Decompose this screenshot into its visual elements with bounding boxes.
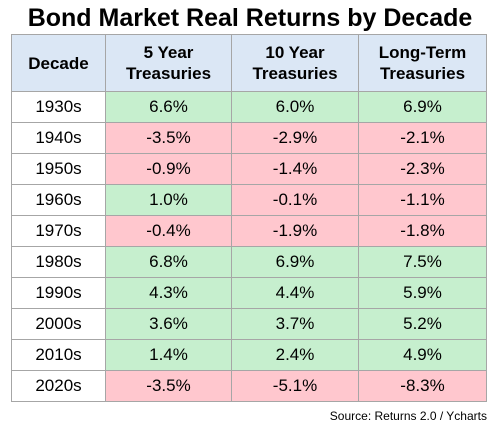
returns-table: Decade 5 Year Treasuries 10 Year Treasur… (11, 34, 487, 402)
table-row: 1950s -0.9% -1.4% -2.3% (11, 153, 487, 185)
header-5-year-line2: Treasuries (125, 64, 212, 83)
header-decade-label: Decade (28, 53, 89, 73)
five-year-cell: 1.0% (105, 184, 232, 216)
long-term-cell: 6.9% (358, 91, 487, 123)
long-term-cell: 4.9% (358, 339, 487, 371)
long-term-cell: -2.1% (358, 122, 487, 154)
five-year-cell: 1.4% (105, 339, 232, 371)
table-row: 1990s 4.3% 4.4% 5.9% (11, 277, 487, 309)
table-row: 1940s -3.5% -2.9% -2.1% (11, 122, 487, 154)
table-row: 2000s 3.6% 3.7% 5.2% (11, 308, 487, 340)
table-row: 2010s 1.4% 2.4% 4.9% (11, 339, 487, 371)
ten-year-cell: 3.7% (231, 308, 359, 340)
five-year-cell: -0.4% (105, 215, 232, 247)
decade-cell: 2020s (11, 370, 106, 402)
ten-year-cell: -0.1% (231, 184, 359, 216)
long-term-cell: -1.8% (358, 215, 487, 247)
header-long-term-line2: Treasuries (379, 64, 466, 83)
ten-year-cell: -2.9% (231, 122, 359, 154)
header-10-year-line1: 10 Year (265, 43, 325, 62)
long-term-cell: 7.5% (358, 246, 487, 278)
header-5-year: 5 Year Treasuries (105, 34, 232, 92)
header-row: Decade 5 Year Treasuries 10 Year Treasur… (11, 34, 487, 92)
header-long-term: Long-Term Treasuries (358, 34, 487, 92)
decade-cell: 1940s (11, 122, 106, 154)
source-note: Source: Returns 2.0 / Ycharts (329, 409, 487, 423)
decade-cell: 2000s (11, 308, 106, 340)
long-term-cell: 5.2% (358, 308, 487, 340)
decade-cell: 1970s (11, 215, 106, 247)
decade-cell: 1930s (11, 91, 106, 123)
five-year-cell: -3.5% (105, 122, 232, 154)
ten-year-cell: 6.0% (231, 91, 359, 123)
long-term-cell: 5.9% (358, 277, 487, 309)
ten-year-cell: -1.9% (231, 215, 359, 247)
header-10-year-line2: Treasuries (252, 64, 338, 83)
table-row: 1960s 1.0% -0.1% -1.1% (11, 184, 487, 216)
table-body: 1930s 6.6% 6.0% 6.9% 1940s -3.5% -2.9% -2.1% 195… (11, 91, 487, 402)
ten-year-cell: -1.4% (231, 153, 359, 185)
long-term-cell: -2.3% (358, 153, 487, 185)
ten-year-cell: 6.9% (231, 246, 359, 278)
five-year-cell: 6.6% (105, 91, 232, 123)
five-year-cell: 3.6% (105, 308, 232, 340)
header-10-year: 10 Year Treasuries (231, 34, 359, 92)
ten-year-cell: 2.4% (231, 339, 359, 371)
five-year-cell: 4.3% (105, 277, 232, 309)
table-row: 2020s -3.5% -5.1% -8.3% (11, 370, 487, 402)
decade-cell: 1980s (11, 246, 106, 278)
chart-title: Bond Market Real Returns by Decade (27, 4, 473, 32)
ten-year-cell: 4.4% (231, 277, 359, 309)
five-year-cell: 6.8% (105, 246, 232, 278)
table-row: 1930s 6.6% 6.0% 6.9% (11, 91, 487, 123)
five-year-cell: -3.5% (105, 370, 232, 402)
long-term-cell: -8.3% (358, 370, 487, 402)
decade-cell: 1990s (11, 277, 106, 309)
header-decade: Decade (11, 34, 106, 92)
header-5-year-line1: 5 Year (143, 43, 194, 62)
five-year-cell: -0.9% (105, 153, 232, 185)
header-long-term-line1: Long-Term (378, 43, 467, 62)
decade-cell: 1960s (11, 184, 106, 216)
table-row: 1970s -0.4% -1.9% -1.8% (11, 215, 487, 247)
decade-cell: 2010s (11, 339, 106, 371)
long-term-cell: -1.1% (358, 184, 487, 216)
decade-cell: 1950s (11, 153, 106, 185)
table-row: 1980s 6.8% 6.9% 7.5% (11, 246, 487, 278)
ten-year-cell: -5.1% (231, 370, 359, 402)
